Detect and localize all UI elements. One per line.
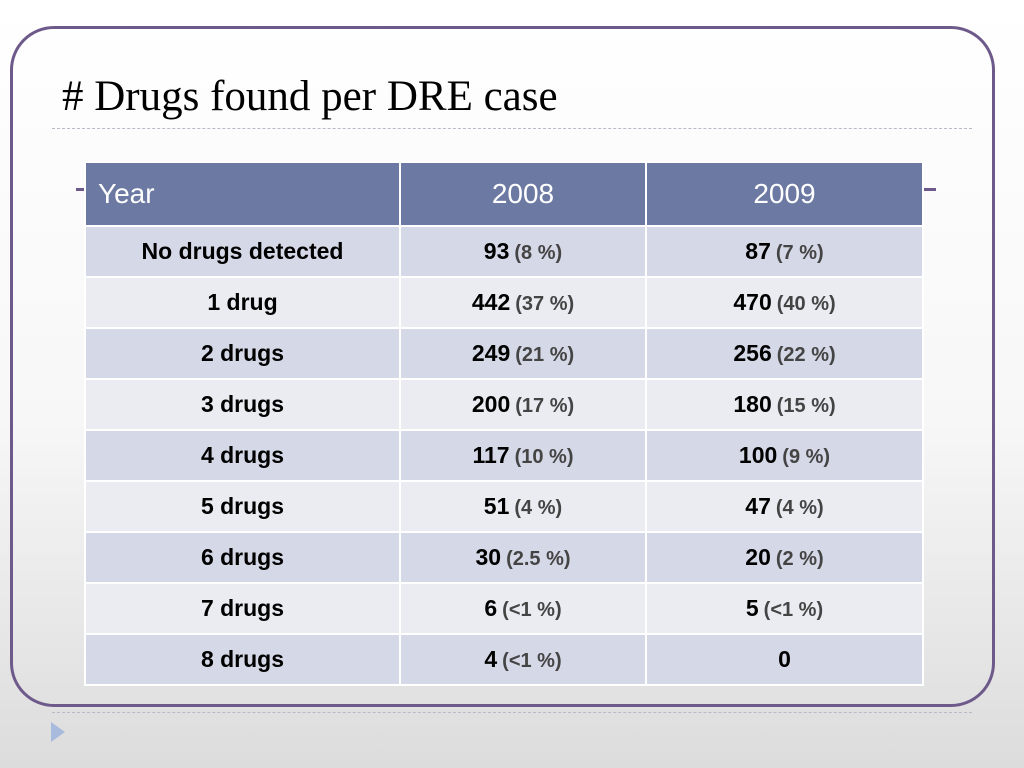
table-row: 2 drugs 249 (21 %) 256 (22 %) [84, 327, 924, 380]
slide-frame [10, 26, 995, 707]
percent-value: (40 %) [776, 293, 836, 315]
count-value: 256 [733, 340, 772, 366]
percent-value: (37 %) [515, 293, 575, 315]
percent-value: (21 %) [515, 344, 575, 366]
row-label: 7 drugs [84, 582, 401, 635]
table-row: 6 drugs 30 (2.5 %) 20 (2 %) [84, 531, 924, 584]
percent-value: (17 %) [515, 395, 575, 417]
table-row: 4 drugs 117 (10 %) 100 (9 %) [84, 429, 924, 482]
percent-value: (<1 %) [502, 599, 562, 621]
cell-2008: 117 (10 %) [399, 429, 647, 482]
cell-2008: 51 (4 %) [399, 480, 647, 533]
percent-value: (4 %) [514, 497, 563, 519]
count-value: 51 [483, 493, 510, 519]
table-row: 8 drugs 4 (<1 %) 0 [84, 633, 924, 686]
row-label: 4 drugs [84, 429, 401, 482]
cell-2008: 200 (17 %) [399, 378, 647, 431]
count-value: 30 [475, 544, 502, 570]
percent-value: (2.5 %) [506, 548, 571, 570]
cell-2009: 100 (9 %) [645, 429, 924, 482]
cell-2009: 87 (7 %) [645, 225, 924, 278]
count-value: 20 [745, 544, 771, 570]
row-label: 8 drugs [84, 633, 401, 686]
row-label: No drugs detected [84, 225, 401, 278]
cell-2009: 20 (2 %) [645, 531, 924, 584]
count-value: 470 [733, 289, 772, 315]
count-value: 200 [471, 391, 511, 417]
percent-value: (7 %) [775, 242, 824, 264]
table-row: 5 drugs 51 (4 %) 47 (4 %) [84, 480, 924, 533]
cell-2008: 442 (37 %) [399, 276, 647, 329]
row-label: 3 drugs [84, 378, 401, 431]
percent-value: (10 %) [514, 446, 574, 468]
count-value: 442 [471, 289, 511, 315]
percent-value: (15 %) [776, 395, 836, 417]
cell-2009: 180 (15 %) [645, 378, 924, 431]
cell-2008: 249 (21 %) [399, 327, 647, 380]
percent-value: (<1 %) [763, 599, 824, 621]
percent-value: (4 %) [775, 497, 824, 519]
percent-value: (8 %) [514, 242, 563, 264]
count-value: 180 [733, 391, 772, 417]
header-2008: 2008 [399, 161, 647, 227]
count-value: 87 [745, 238, 771, 264]
count-value: 100 [738, 442, 778, 468]
cell-2009: 5 (<1 %) [645, 582, 924, 635]
table-row: 1 drug 442 (37 %) 470 (40 %) [84, 276, 924, 329]
cell-2009: 0 [645, 633, 924, 686]
percent-value: (22 %) [776, 344, 836, 366]
count-value: 5 [745, 595, 759, 621]
count-value: 0 [778, 646, 791, 672]
cell-2008: 6 (<1 %) [399, 582, 647, 635]
header-2009: 2009 [645, 161, 924, 227]
count-value: 6 [484, 595, 498, 621]
row-label: 6 drugs [84, 531, 401, 584]
count-value: 249 [471, 340, 511, 366]
cell-2008: 93 (8 %) [399, 225, 647, 278]
header-year: Year [84, 161, 401, 227]
row-label: 1 drug [84, 276, 401, 329]
count-value: 93 [483, 238, 510, 264]
percent-value: (2 %) [775, 548, 824, 570]
table-row: No drugs detected 93 (8 %) 87 (7 %) [84, 225, 924, 278]
drugs-per-case-table: Year 2008 2009 No drugs detected 93 (8 %) 8… [84, 161, 924, 686]
row-label: 2 drugs [84, 327, 401, 380]
table-header-row: Year 2008 2009 [84, 161, 924, 227]
slide-title: # Drugs found per DRE case [62, 73, 558, 120]
title-divider [52, 128, 972, 129]
cell-2009: 47 (4 %) [645, 480, 924, 533]
table-row: 7 drugs 6 (<1 %) 5 (<1 %) [84, 582, 924, 635]
table-body: No drugs detected 93 (8 %) 87 (7 %) 1 drug 442… [84, 225, 924, 686]
cell-2009: 256 (22 %) [645, 327, 924, 380]
next-slide-icon[interactable] [51, 722, 65, 742]
percent-value: (<1 %) [502, 650, 562, 672]
row-label: 5 drugs [84, 480, 401, 533]
table-left-accent [76, 188, 84, 191]
count-value: 117 [472, 442, 510, 468]
count-value: 4 [484, 646, 498, 672]
table-right-accent [924, 188, 936, 191]
count-value: 47 [745, 493, 771, 519]
cell-2009: 470 (40 %) [645, 276, 924, 329]
table-row: 3 drugs 200 (17 %) 180 (15 %) [84, 378, 924, 431]
cell-2008: 4 (<1 %) [399, 633, 647, 686]
cell-2008: 30 (2.5 %) [399, 531, 647, 584]
percent-value: (9 %) [782, 446, 831, 468]
footer-divider [52, 712, 972, 713]
